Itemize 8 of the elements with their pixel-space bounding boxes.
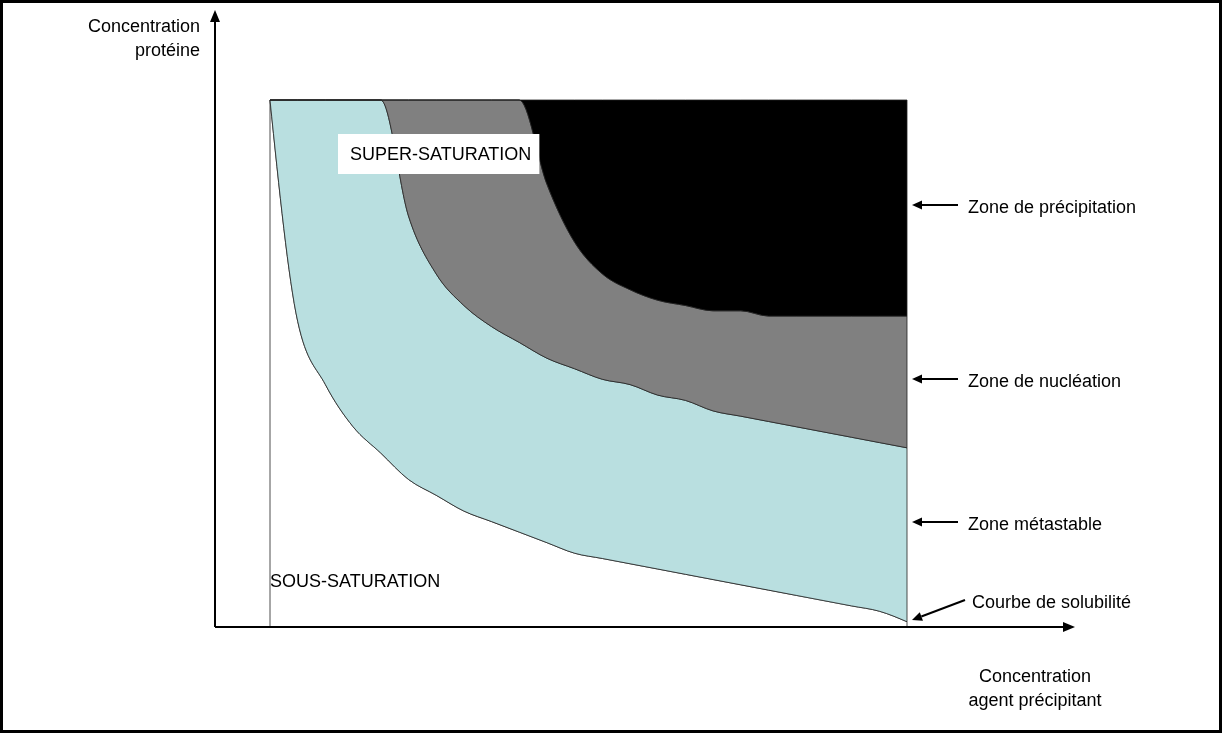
text: Courbe de solubilité [972,592,1132,612]
annotation: SUPER-SATURATION [350,144,532,164]
annotation: SOUS-SATURATION [270,571,441,591]
text: Zone métastable [968,514,1103,534]
x-axis-title: Concentration agent précipitant [968,666,1102,710]
y-axis-title: Concentration protéine [87,16,200,60]
text: Zone de précipitation [968,197,1137,217]
text: Zone de nucléation [968,371,1122,391]
